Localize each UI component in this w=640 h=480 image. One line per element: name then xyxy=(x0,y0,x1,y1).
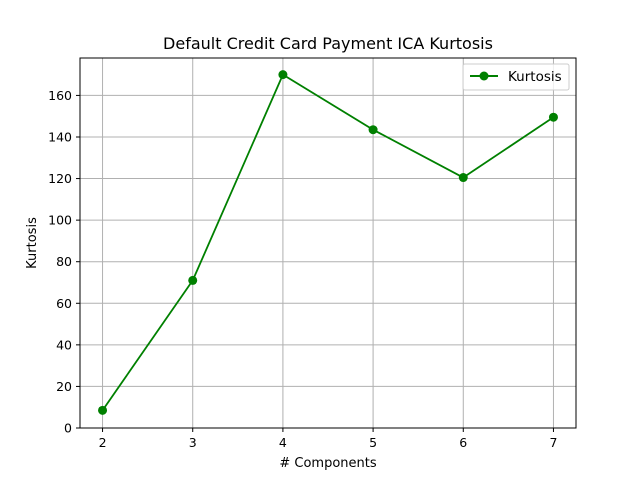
y-tick-label: 160 xyxy=(48,88,72,103)
y-tick-label: 20 xyxy=(56,379,72,394)
y-tick-label: 40 xyxy=(56,337,72,352)
y-tick-label: 80 xyxy=(56,254,72,269)
legend-label-kurtosis: Kurtosis xyxy=(508,69,562,85)
y-tick-label: 100 xyxy=(48,213,72,228)
series-line xyxy=(101,73,554,411)
legend-box xyxy=(462,63,570,91)
data-point-marker xyxy=(368,125,378,135)
x-tick-label: 4 xyxy=(279,435,287,450)
x-tick-label: 3 xyxy=(189,435,197,450)
y-axis-label: Kurtosis xyxy=(25,217,40,269)
legend-marker-swatch xyxy=(479,71,489,81)
y-tick-label: 140 xyxy=(48,129,72,144)
x-axis-ticks: 2 3 4 5 6 7 xyxy=(99,428,557,450)
y-tick-label: 0 xyxy=(64,421,72,436)
data-point-marker xyxy=(98,405,108,415)
x-tick-label: 6 xyxy=(459,435,467,450)
data-point-marker xyxy=(458,173,468,183)
plot-area-frame xyxy=(79,57,577,429)
chart-title: Default Credit Card Payment ICA Kurtosis xyxy=(163,34,493,53)
y-tick-label: 60 xyxy=(56,296,72,311)
x-tick-label: 5 xyxy=(369,435,377,450)
x-tick-label: 2 xyxy=(99,435,107,450)
data-point-marker xyxy=(188,275,198,285)
legend: Kurtosis xyxy=(462,63,570,91)
y-axis-ticks: 0 20 40 60 80 100 120 140 160 xyxy=(48,88,80,436)
grid-lines xyxy=(80,58,576,429)
x-tick-label: 7 xyxy=(549,435,557,450)
y-tick-label: 120 xyxy=(48,171,72,186)
x-axis-label: # Components xyxy=(279,456,376,471)
data-point-marker xyxy=(548,112,558,122)
data-point-marker xyxy=(278,70,288,80)
series-kurtosis xyxy=(98,70,558,415)
